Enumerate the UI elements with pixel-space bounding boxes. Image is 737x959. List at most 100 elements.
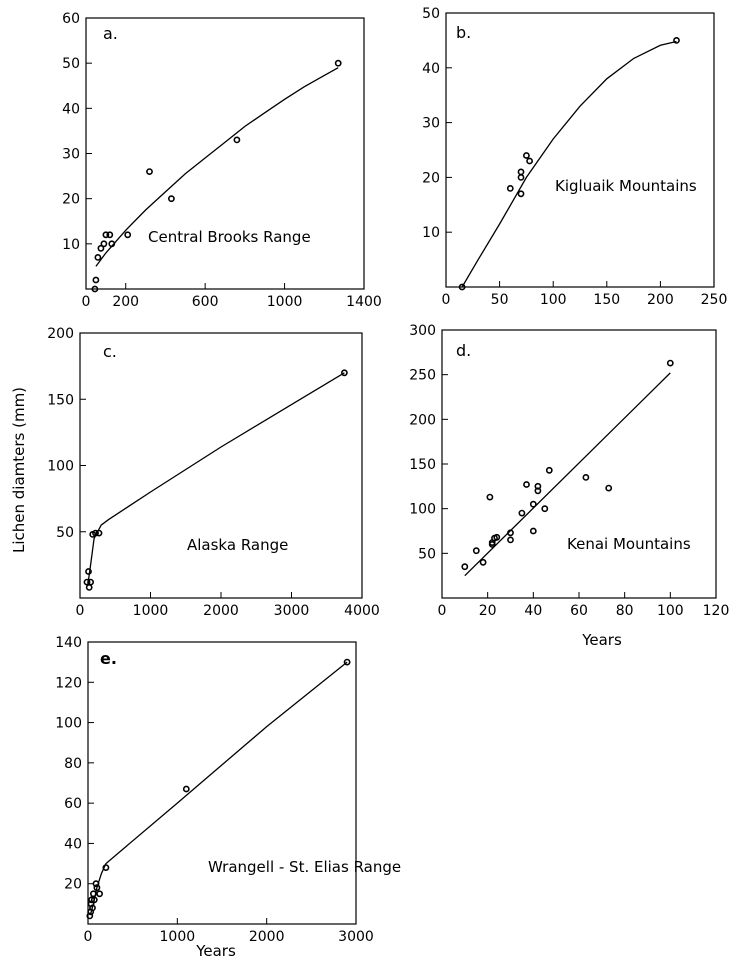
x-tick-label: 20 — [479, 603, 497, 619]
x-tick-label: 1400 — [346, 294, 382, 310]
x-tick-label: 60 — [570, 603, 588, 619]
data-point — [340, 369, 348, 377]
data-point — [534, 482, 542, 490]
data-point — [666, 359, 674, 367]
data-point — [182, 785, 190, 793]
data-point — [86, 912, 94, 920]
data-point — [472, 547, 480, 555]
panel-c-alaska-range: 0 1000 2000 3000 4000 50 100 150 200 c. Alaska Ran… — [47, 326, 380, 619]
y-tick-label: 100 — [47, 459, 74, 475]
data-point — [85, 584, 93, 591]
y-tick-label: 10 — [62, 237, 80, 253]
data-point — [479, 558, 487, 566]
y-tick-label: 20 — [64, 877, 82, 893]
y-tick-label: 60 — [62, 11, 80, 27]
data-point — [97, 244, 105, 252]
panel-region-label: Kenai Mountains — [567, 535, 691, 553]
data-point — [545, 466, 553, 474]
x-tick-label: 0 — [442, 292, 451, 308]
panel-e-wrangell-st-elias-range: 0 1000 2000 3000 20 40 60 80 100 120 140 e. Wrangell… — [55, 635, 401, 959]
y-tick-label: 30 — [422, 116, 440, 132]
x-tick-label: 100 — [657, 603, 684, 619]
x-tick-label: 40 — [524, 603, 542, 619]
y-tick-label: 250 — [409, 368, 436, 384]
x-tick-label: 2000 — [249, 929, 285, 945]
data-point — [89, 904, 96, 912]
panel-letter: e. — [100, 649, 117, 668]
panel-region-label: Kigluaik Mountains — [555, 177, 697, 195]
data-point — [90, 896, 98, 904]
y-tick-label: 60 — [64, 796, 82, 812]
plot-frame — [85, 17, 365, 290]
fit-curve — [464, 372, 671, 577]
data-point — [96, 890, 103, 898]
data-point — [100, 240, 108, 248]
data-point — [94, 253, 102, 261]
data-point — [526, 157, 533, 165]
y-tick-label: 150 — [409, 457, 436, 473]
x-tick-label: 1000 — [267, 294, 303, 310]
y-tick-label: 40 — [62, 101, 80, 117]
plot-frame — [79, 332, 363, 599]
data-point — [461, 563, 469, 571]
data-point — [458, 283, 466, 291]
y-tick-label: 80 — [64, 756, 82, 772]
x-tick-label: 3000 — [274, 603, 310, 619]
y-tick-label: 100 — [55, 716, 82, 732]
x-tick-label: 0 — [82, 294, 91, 310]
y-tick-label: 50 — [422, 6, 440, 22]
x-tick-label: 1000 — [160, 929, 196, 945]
y-tick-label: 50 — [62, 56, 80, 72]
data-point — [507, 529, 514, 537]
x-axis-title: Years — [195, 942, 236, 959]
y-tick-label: 50 — [56, 525, 74, 541]
y-tick-label: 40 — [64, 836, 82, 852]
y-tick-label: 100 — [409, 502, 436, 518]
data-point — [87, 578, 94, 586]
data-point — [106, 231, 114, 239]
y-tick-label: 10 — [422, 225, 440, 241]
y-tick-label: 150 — [47, 392, 74, 408]
x-tick-label: 200 — [112, 294, 139, 310]
y-tick-label: 50 — [418, 546, 436, 562]
data-point — [102, 231, 110, 239]
data-point — [507, 536, 514, 544]
data-point — [529, 500, 537, 508]
x-tick-label: 1000 — [133, 603, 169, 619]
x-tick-label: 2000 — [203, 603, 239, 619]
shared-y-axis-title: Lichen diamters (mm) — [10, 387, 28, 553]
y-tick-label: 140 — [55, 635, 82, 651]
x-tick-label: 0 — [438, 603, 447, 619]
x-tick-label: 150 — [593, 292, 620, 308]
panel-region-label: Central Brooks Range — [148, 228, 311, 246]
data-point — [124, 231, 132, 239]
data-point — [605, 484, 613, 492]
panel-b-kigluaik-mountains: 0 50 100 150 200 250 10 20 30 40 50 b. Kigluaik Moun… — [422, 6, 727, 308]
plot-frame — [445, 12, 715, 288]
y-tick-label: 300 — [409, 323, 436, 339]
data-point — [92, 880, 100, 888]
panel-region-label: Wrangell - St. Elias Range — [208, 858, 401, 876]
data-point — [673, 37, 680, 44]
x-tick-label: 4000 — [344, 603, 380, 619]
y-tick-label: 30 — [62, 147, 80, 163]
data-point — [529, 527, 537, 535]
x-tick-label: 3000 — [338, 929, 374, 945]
data-point — [83, 578, 91, 586]
x-tick-label: 200 — [647, 292, 674, 308]
x-tick-label: 50 — [491, 292, 509, 308]
data-point — [233, 136, 241, 144]
x-tick-label: 250 — [701, 292, 728, 308]
y-tick-label: 200 — [47, 326, 74, 342]
data-point — [93, 884, 101, 892]
data-point — [517, 168, 525, 176]
data-point — [334, 59, 342, 67]
data-point — [343, 658, 351, 666]
data-point — [517, 173, 525, 181]
fit-curve — [90, 661, 348, 915]
panel-letter: a. — [103, 24, 118, 43]
data-point — [85, 568, 92, 575]
data-point — [92, 529, 99, 537]
